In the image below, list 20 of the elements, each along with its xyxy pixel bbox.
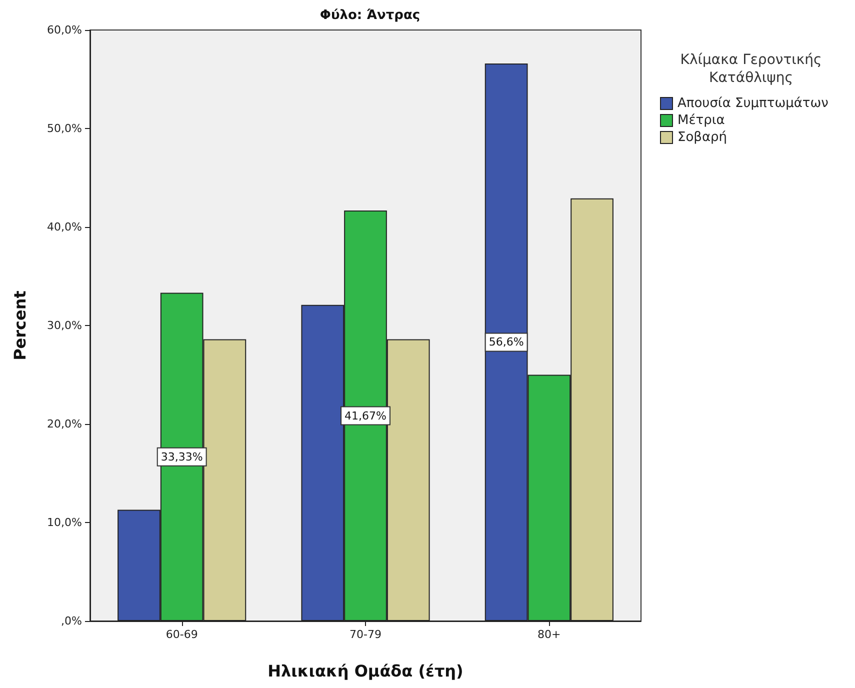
y-tick-label: ,0% [61, 614, 82, 628]
y-tick-label: 60,0% [47, 24, 82, 36]
y-tick-label: 40,0% [47, 220, 82, 234]
legend-title: Κλίμακα Γεροντικής Κατάθλιψης [680, 52, 822, 86]
legend-label: Σοβαρή [678, 130, 728, 145]
y-tick-label: 50,0% [47, 122, 82, 135]
data-label: 41,67% [344, 409, 386, 422]
chart-title: Φύλο: Άντρας [320, 8, 420, 23]
x-tick-label: 60-69 [166, 628, 198, 641]
data-label: 33,33% [160, 450, 203, 464]
x-axis-title: Ηλικιακή Ομάδα (έτη) [268, 662, 464, 680]
legend-label: Μέτρια [678, 113, 725, 128]
x-tick-label: 70-79 [350, 628, 382, 641]
y-tick-label: 30,0% [47, 319, 82, 332]
y-tick-label: 10,0% [47, 516, 82, 529]
y-axis-title: Percent [10, 290, 30, 360]
y-tick-label: 20,0% [47, 418, 82, 430]
x-tick-label: 80+ [538, 628, 561, 641]
data-label: 56,6% [488, 336, 524, 349]
legend-label: Απουσία Συμπτωμάτων [678, 96, 828, 111]
